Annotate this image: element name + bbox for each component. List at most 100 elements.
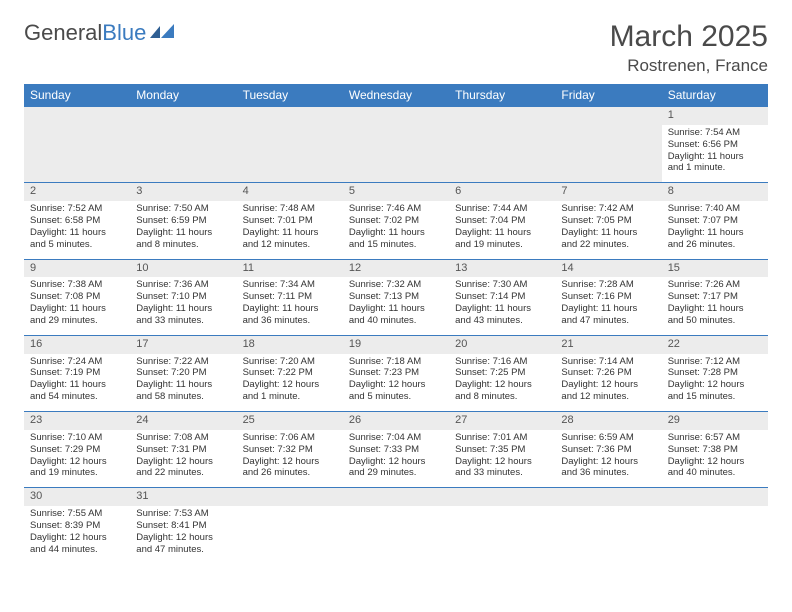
sunset-text: Sunset: 7:13 PM — [349, 291, 443, 303]
daylight-text: Daylight: 11 hours and 33 minutes. — [136, 303, 230, 327]
day-content-cell: Sunrise: 7:42 AMSunset: 7:05 PMDaylight:… — [555, 201, 661, 259]
logo-text-1: General — [24, 20, 102, 46]
day-number-cell — [343, 488, 449, 506]
day-content-cell — [343, 125, 449, 183]
daylight-text: Daylight: 11 hours and 54 minutes. — [30, 379, 124, 403]
sunrise-text: Sunrise: 7:14 AM — [561, 356, 655, 368]
sunset-text: Sunset: 7:28 PM — [668, 367, 762, 379]
sunrise-text: Sunrise: 6:59 AM — [561, 432, 655, 444]
sunset-text: Sunset: 8:39 PM — [30, 520, 124, 532]
daylight-text: Daylight: 11 hours and 47 minutes. — [561, 303, 655, 327]
day-number-cell: 15 — [662, 259, 768, 277]
day-number-cell: 14 — [555, 259, 661, 277]
day-number-cell: 13 — [449, 259, 555, 277]
day-content-cell: Sunrise: 7:20 AMSunset: 7:22 PMDaylight:… — [237, 354, 343, 412]
sunrise-text: Sunrise: 7:48 AM — [243, 203, 337, 215]
day-content-cell: Sunrise: 7:24 AMSunset: 7:19 PMDaylight:… — [24, 354, 130, 412]
day-content-cell: Sunrise: 7:40 AMSunset: 7:07 PMDaylight:… — [662, 201, 768, 259]
sunrise-text: Sunrise: 7:54 AM — [668, 127, 762, 139]
sunset-text: Sunset: 7:22 PM — [243, 367, 337, 379]
day-number-cell — [130, 107, 236, 125]
weekday-header: Thursday — [449, 84, 555, 107]
flag-icon — [150, 20, 176, 46]
day-content-cell: Sunrise: 7:10 AMSunset: 7:29 PMDaylight:… — [24, 430, 130, 488]
day-number-cell: 16 — [24, 335, 130, 353]
daylight-text: Daylight: 11 hours and 50 minutes. — [668, 303, 762, 327]
day-number-cell: 2 — [24, 183, 130, 201]
daylight-text: Daylight: 11 hours and 40 minutes. — [349, 303, 443, 327]
sunrise-text: Sunrise: 7:55 AM — [30, 508, 124, 520]
sunset-text: Sunset: 7:36 PM — [561, 444, 655, 456]
sunrise-text: Sunrise: 7:44 AM — [455, 203, 549, 215]
sunrise-text: Sunrise: 7:46 AM — [349, 203, 443, 215]
daynum-row: 3031 — [24, 488, 768, 506]
daynum-row: 9101112131415 — [24, 259, 768, 277]
daylight-text: Daylight: 11 hours and 12 minutes. — [243, 227, 337, 251]
sunrise-text: Sunrise: 7:34 AM — [243, 279, 337, 291]
sunrise-text: Sunrise: 7:08 AM — [136, 432, 230, 444]
day-number-cell — [555, 107, 661, 125]
daylight-text: Daylight: 11 hours and 8 minutes. — [136, 227, 230, 251]
day-content-cell — [449, 506, 555, 564]
day-number-cell: 18 — [237, 335, 343, 353]
sunrise-text: Sunrise: 7:42 AM — [561, 203, 655, 215]
day-number-cell — [237, 488, 343, 506]
month-title: March 2025 — [610, 20, 768, 54]
day-content-cell — [237, 125, 343, 183]
sunrise-text: Sunrise: 7:50 AM — [136, 203, 230, 215]
daynum-row: 16171819202122 — [24, 335, 768, 353]
sunset-text: Sunset: 7:20 PM — [136, 367, 230, 379]
day-content-cell: Sunrise: 6:57 AMSunset: 7:38 PMDaylight:… — [662, 430, 768, 488]
day-number-cell: 5 — [343, 183, 449, 201]
sunrise-text: Sunrise: 7:40 AM — [668, 203, 762, 215]
day-number-cell: 29 — [662, 412, 768, 430]
day-number-cell: 10 — [130, 259, 236, 277]
sunset-text: Sunset: 7:25 PM — [455, 367, 549, 379]
day-number-cell: 4 — [237, 183, 343, 201]
sunrise-text: Sunrise: 7:30 AM — [455, 279, 549, 291]
day-content-cell: Sunrise: 7:28 AMSunset: 7:16 PMDaylight:… — [555, 277, 661, 335]
weekday-header: Tuesday — [237, 84, 343, 107]
daylight-text: Daylight: 12 hours and 40 minutes. — [668, 456, 762, 480]
day-content-cell: Sunrise: 7:53 AMSunset: 8:41 PMDaylight:… — [130, 506, 236, 564]
sunset-text: Sunset: 7:11 PM — [243, 291, 337, 303]
day-number-cell: 23 — [24, 412, 130, 430]
sunset-text: Sunset: 8:41 PM — [136, 520, 230, 532]
day-content-cell: Sunrise: 7:38 AMSunset: 7:08 PMDaylight:… — [24, 277, 130, 335]
daylight-text: Daylight: 11 hours and 58 minutes. — [136, 379, 230, 403]
sunrise-text: Sunrise: 7:10 AM — [30, 432, 124, 444]
daylight-text: Daylight: 12 hours and 33 minutes. — [455, 456, 549, 480]
sunrise-text: Sunrise: 7:52 AM — [30, 203, 124, 215]
content-row: Sunrise: 7:38 AMSunset: 7:08 PMDaylight:… — [24, 277, 768, 335]
daylight-text: Daylight: 12 hours and 29 minutes. — [349, 456, 443, 480]
daylight-text: Daylight: 11 hours and 22 minutes. — [561, 227, 655, 251]
sunset-text: Sunset: 7:04 PM — [455, 215, 549, 227]
day-content-cell — [555, 125, 661, 183]
content-row: Sunrise: 7:10 AMSunset: 7:29 PMDaylight:… — [24, 430, 768, 488]
daylight-text: Daylight: 12 hours and 22 minutes. — [136, 456, 230, 480]
sunrise-text: Sunrise: 7:53 AM — [136, 508, 230, 520]
day-content-cell — [130, 125, 236, 183]
daynum-row: 1 — [24, 107, 768, 125]
weekday-header: Friday — [555, 84, 661, 107]
day-number-cell: 30 — [24, 488, 130, 506]
content-row: Sunrise: 7:54 AMSunset: 6:56 PMDaylight:… — [24, 125, 768, 183]
sunrise-text: Sunrise: 7:24 AM — [30, 356, 124, 368]
daylight-text: Daylight: 12 hours and 47 minutes. — [136, 532, 230, 556]
sunset-text: Sunset: 7:02 PM — [349, 215, 443, 227]
weekday-header: Saturday — [662, 84, 768, 107]
sunset-text: Sunset: 7:32 PM — [243, 444, 337, 456]
day-content-cell: Sunrise: 7:54 AMSunset: 6:56 PMDaylight:… — [662, 125, 768, 183]
day-content-cell: Sunrise: 7:08 AMSunset: 7:31 PMDaylight:… — [130, 430, 236, 488]
sunrise-text: Sunrise: 6:57 AM — [668, 432, 762, 444]
weekday-header: Sunday — [24, 84, 130, 107]
sunrise-text: Sunrise: 7:26 AM — [668, 279, 762, 291]
day-content-cell: Sunrise: 7:01 AMSunset: 7:35 PMDaylight:… — [449, 430, 555, 488]
sunrise-text: Sunrise: 7:20 AM — [243, 356, 337, 368]
day-number-cell: 17 — [130, 335, 236, 353]
sunset-text: Sunset: 7:07 PM — [668, 215, 762, 227]
location: Rostrenen, France — [610, 56, 768, 76]
sunrise-text: Sunrise: 7:36 AM — [136, 279, 230, 291]
day-number-cell: 8 — [662, 183, 768, 201]
sunrise-text: Sunrise: 7:16 AM — [455, 356, 549, 368]
